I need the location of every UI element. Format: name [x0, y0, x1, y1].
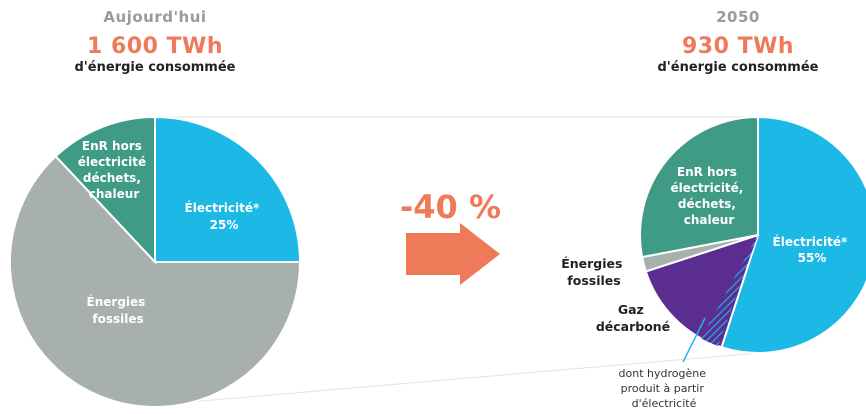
right-enr-label-line3: déchets,: [678, 197, 736, 211]
right-gaz-label-line1: Gaz: [618, 302, 644, 317]
right-gaz-label-line2: décarboné: [596, 319, 670, 334]
arrow-right-icon: [406, 223, 500, 285]
right-total-value: 930 TWh: [681, 34, 795, 59]
right-elec-label: Électricité* 55%: [773, 234, 852, 265]
hydrogen-hatch-area: [700, 235, 758, 346]
left-pie-slice-1: [9, 154, 302, 408]
right-pie-slice-3: [639, 115, 759, 259]
right-fossil-label: Énergies fossiles: [561, 256, 627, 288]
right-enr-label-line1: EnR hors: [677, 165, 737, 179]
left-elec-label-line1: Électricité*: [185, 200, 260, 215]
reduction-label: -40 %: [400, 188, 501, 226]
hydrogen-note: dont hydrogène produit à partir d'électr…: [619, 367, 710, 410]
left-period-label: Aujourd'hui: [103, 8, 207, 26]
left-fossil-label-line2: fossiles: [92, 312, 143, 326]
right-subtitle: d'énergie consommée: [657, 60, 819, 75]
left-enr-label-line4: chaleur: [89, 187, 140, 201]
right-header: 2050 930 TWh d'énergie consommée: [628, 8, 848, 75]
left-header: Aujourd'hui 1 600 TWh d'énergie consommé…: [40, 8, 270, 75]
right-enr-label-line4: chaleur: [684, 213, 735, 227]
left-elec-label: Électricité* 25%: [185, 200, 264, 232]
left-total-value: 1 600 TWh: [87, 34, 223, 59]
left-enr-label-line1: EnR hors: [82, 139, 142, 153]
right-pie-slice-0: [720, 115, 866, 354]
left-pie: [9, 115, 302, 408]
left-subtitle: d'énergie consommée: [74, 60, 236, 75]
right-gaz-label: Gaz décarboné: [596, 302, 670, 334]
right-elec-label-line2: 55%: [798, 251, 827, 265]
hydrogen-note-line3: d'électricité: [632, 397, 697, 410]
right-fossil-label-line1: Énergies: [561, 256, 622, 271]
left-enr-label-line3: déchets,: [83, 171, 141, 185]
right-period-label: 2050: [716, 8, 760, 26]
hydrogen-note-line2: produit à partir: [621, 382, 705, 395]
right-elec-label-line1: Électricité*: [773, 234, 848, 249]
hydrogen-note-line1: dont hydrogène: [619, 367, 707, 380]
left-fossil-label-line1: Énergies: [87, 294, 146, 309]
left-fossil-label: Énergies fossiles: [87, 294, 150, 326]
left-pie-slice-2: [54, 115, 156, 265]
left-pie-slice-0: [154, 115, 302, 263]
bottom-connector-line: [154, 352, 759, 406]
left-elec-label-line2: 25%: [210, 218, 239, 232]
right-fossil-label-line2: fossiles: [567, 273, 620, 288]
right-enr-label-line2: électricité,: [670, 181, 743, 195]
left-enr-label: EnR hors électricité déchets, chaleur: [78, 139, 151, 201]
right-enr-label: EnR hors électricité, déchets, chaleur: [670, 165, 747, 227]
left-enr-label-line2: électricité: [78, 155, 146, 169]
hydrogen-callout-line: [682, 317, 706, 363]
